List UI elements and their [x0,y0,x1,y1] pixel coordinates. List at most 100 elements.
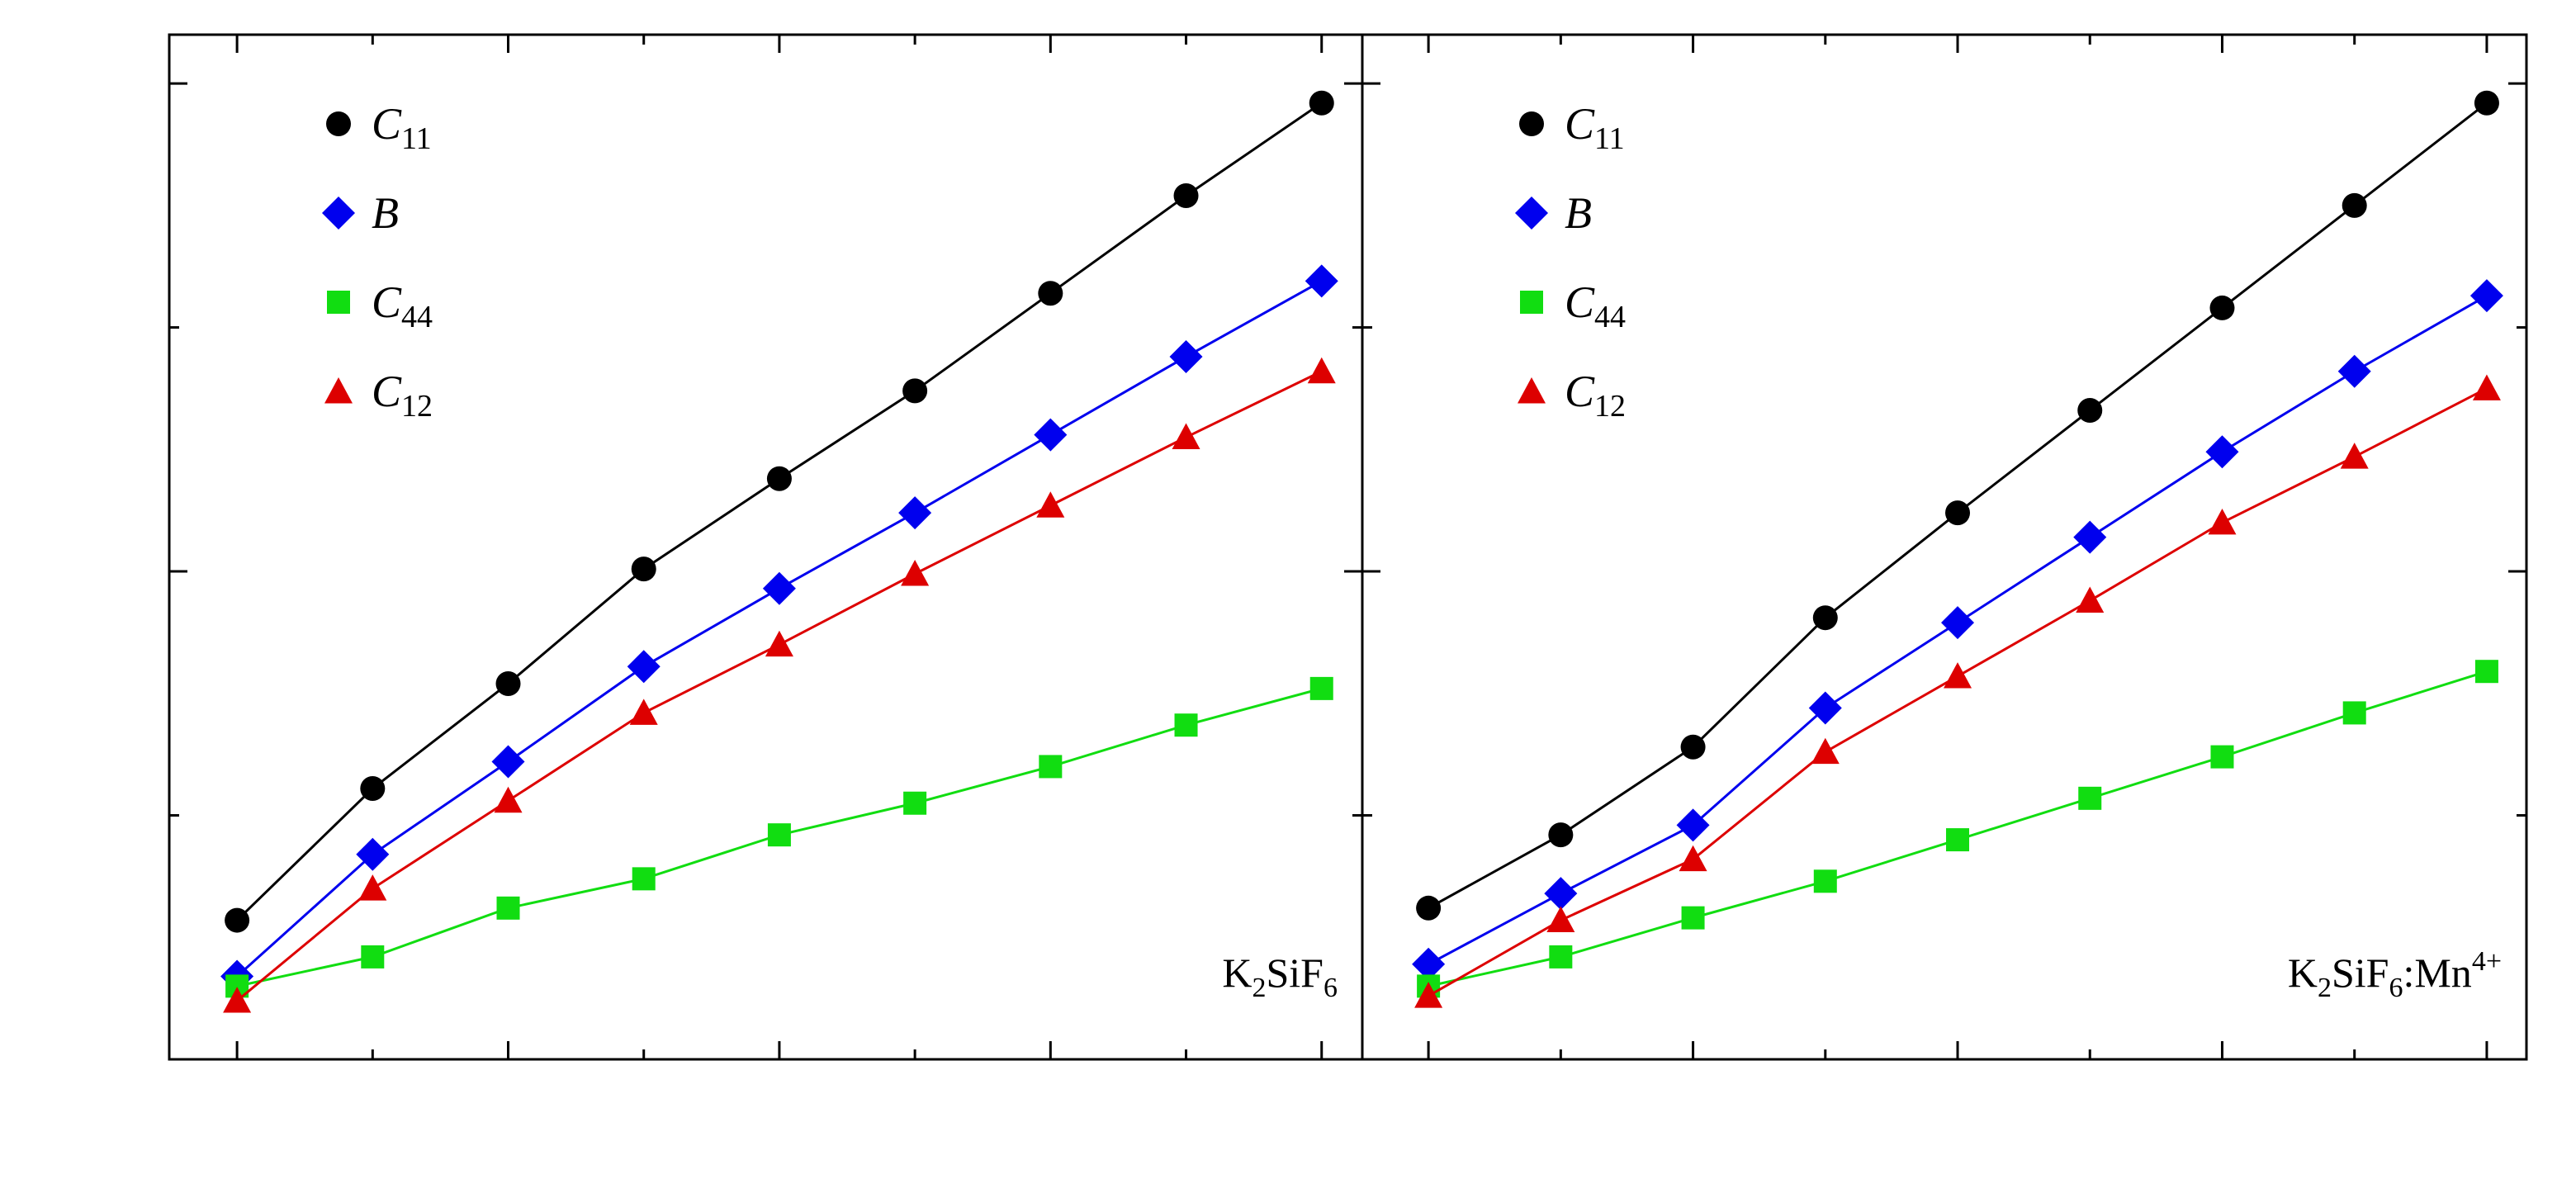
series-b [220,264,1338,993]
data-point [1169,340,1203,374]
legend-marker [322,197,355,230]
legend-marker [324,377,353,404]
legend-label: B [372,188,399,238]
data-point [223,987,252,1013]
data-point [629,699,658,725]
data-point [1679,845,1707,872]
data-point [2210,745,2234,769]
data-point [1309,90,1334,116]
legend-entry-c12: C12 [1518,367,1626,424]
data-point [765,630,793,657]
data-point [2474,660,2498,684]
legend-label: C12 [372,367,433,424]
data-point [1946,828,1970,852]
legend-entry-b: B [1515,188,1592,238]
legend-label: C11 [372,99,432,156]
legend-label-main: B [372,188,399,238]
data-point [358,874,387,901]
legend-label-main: C [372,99,402,149]
legend-marker [327,291,350,314]
data-point [627,650,661,684]
data-point [1813,869,1837,893]
series-c44 [1417,660,2498,998]
data-point [2474,90,2499,116]
data-point [632,867,656,891]
data-point [1039,755,1063,779]
data-point [1548,822,1574,848]
data-point [356,837,390,871]
compound-sub: 2 [1252,973,1266,1003]
data-point [1414,982,1443,1008]
series-line [236,370,1323,1002]
compound-sup: 4+ [2472,946,2502,977]
data-point [1038,281,1063,306]
series-c12 [1414,374,2501,1008]
legend-label: C44 [372,277,433,334]
data-point [1172,423,1200,449]
compound-mid: SiF [1266,950,1324,996]
data-point [491,745,525,779]
legend-marker [1520,291,1543,314]
series-line [1428,387,2488,997]
legend-marker [1519,111,1544,136]
legend-entry-c11: C11 [1519,99,1625,156]
compound-main: K [1222,950,1252,996]
data-point [1546,906,1575,933]
data-point [1173,183,1199,209]
data-point [1680,734,1706,760]
data-point [631,557,656,582]
data-point [1174,713,1198,737]
data-point [1412,947,1446,981]
data-point [2077,398,2103,424]
legend-label-main: C [372,367,402,416]
data-point [2209,295,2235,320]
data-point [1808,691,1842,725]
legend-entry-c44: C44 [327,277,433,334]
legend-label: C44 [1565,277,1626,334]
series-c11 [1416,90,2499,921]
data-point [2342,192,2367,218]
legend-label: C12 [1565,367,1626,424]
legend-marker [1518,377,1546,404]
data-point [494,786,523,813]
data-point [767,823,791,847]
compound-label: K2SiF6 [1222,950,1338,1003]
legend-label-sub: 12 [1594,389,1626,424]
legend-entry-c44: C44 [1520,277,1626,334]
data-point [1945,500,1971,526]
data-point [1307,357,1336,384]
legend-label: B [1565,188,1592,238]
legend-label-main: C [1565,277,1595,327]
data-point [1812,605,1838,631]
legend-entry-c11: C11 [326,99,432,156]
data-point [361,945,385,969]
legend-entry-b: B [322,188,399,238]
compound-sub: 2 [2318,973,2332,1003]
legend-label-sub: 11 [1594,121,1625,156]
data-point [2078,786,2102,810]
data-point [2073,520,2107,554]
data-point [1544,877,1578,911]
series-c44 [225,676,1333,998]
data-point [2469,279,2503,313]
data-point [1416,895,1442,921]
data-point [1681,906,1705,930]
compound-sub: 6 [1324,973,1338,1003]
series-c12 [223,357,1336,1013]
data-point [1941,606,1975,640]
compound-suffix: :Mn [2403,950,2471,996]
series-b [1412,279,2503,981]
data-point [1944,662,1972,689]
data-point [1309,676,1333,700]
data-point [360,776,386,802]
legend-label-main: B [1565,188,1592,238]
data-point [898,496,932,530]
data-point [762,571,796,605]
data-point [225,907,250,933]
series-c11 [225,90,1334,933]
data-point [1676,808,1710,842]
data-point [2472,374,2501,400]
legend-label: C11 [1565,99,1625,156]
